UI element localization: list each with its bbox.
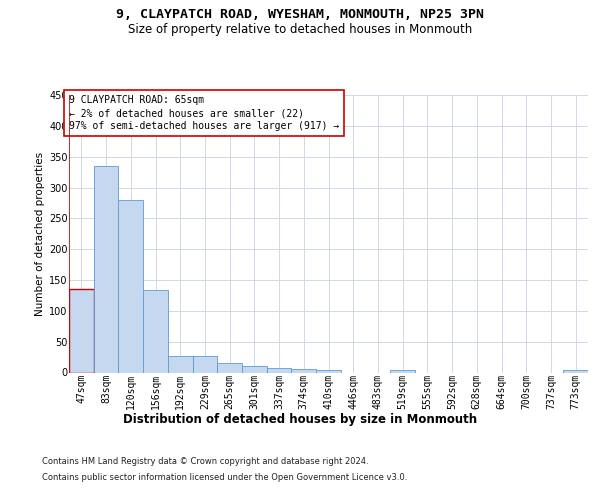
- Text: Distribution of detached houses by size in Monmouth: Distribution of detached houses by size …: [123, 412, 477, 426]
- Text: Contains public sector information licensed under the Open Government Licence v3: Contains public sector information licen…: [42, 472, 407, 482]
- Bar: [168, 356, 193, 372]
- Bar: [94, 166, 118, 372]
- Y-axis label: Number of detached properties: Number of detached properties: [35, 152, 45, 316]
- Bar: [316, 370, 341, 372]
- Text: Size of property relative to detached houses in Monmouth: Size of property relative to detached ho…: [128, 22, 472, 36]
- Bar: [118, 200, 143, 372]
- Bar: [69, 289, 94, 372]
- Bar: [292, 369, 316, 372]
- Bar: [242, 366, 267, 372]
- Bar: [267, 368, 292, 372]
- Text: Contains HM Land Registry data © Crown copyright and database right 2024.: Contains HM Land Registry data © Crown c…: [42, 458, 368, 466]
- Text: 9 CLAYPATCH ROAD: 65sqm
← 2% of detached houses are smaller (22)
97% of semi-det: 9 CLAYPATCH ROAD: 65sqm ← 2% of detached…: [69, 95, 339, 132]
- Bar: [193, 356, 217, 372]
- Bar: [217, 363, 242, 372]
- Bar: [390, 370, 415, 372]
- Bar: [143, 290, 168, 372]
- Text: 9, CLAYPATCH ROAD, WYESHAM, MONMOUTH, NP25 3PN: 9, CLAYPATCH ROAD, WYESHAM, MONMOUTH, NP…: [116, 8, 484, 20]
- Bar: [563, 370, 588, 372]
